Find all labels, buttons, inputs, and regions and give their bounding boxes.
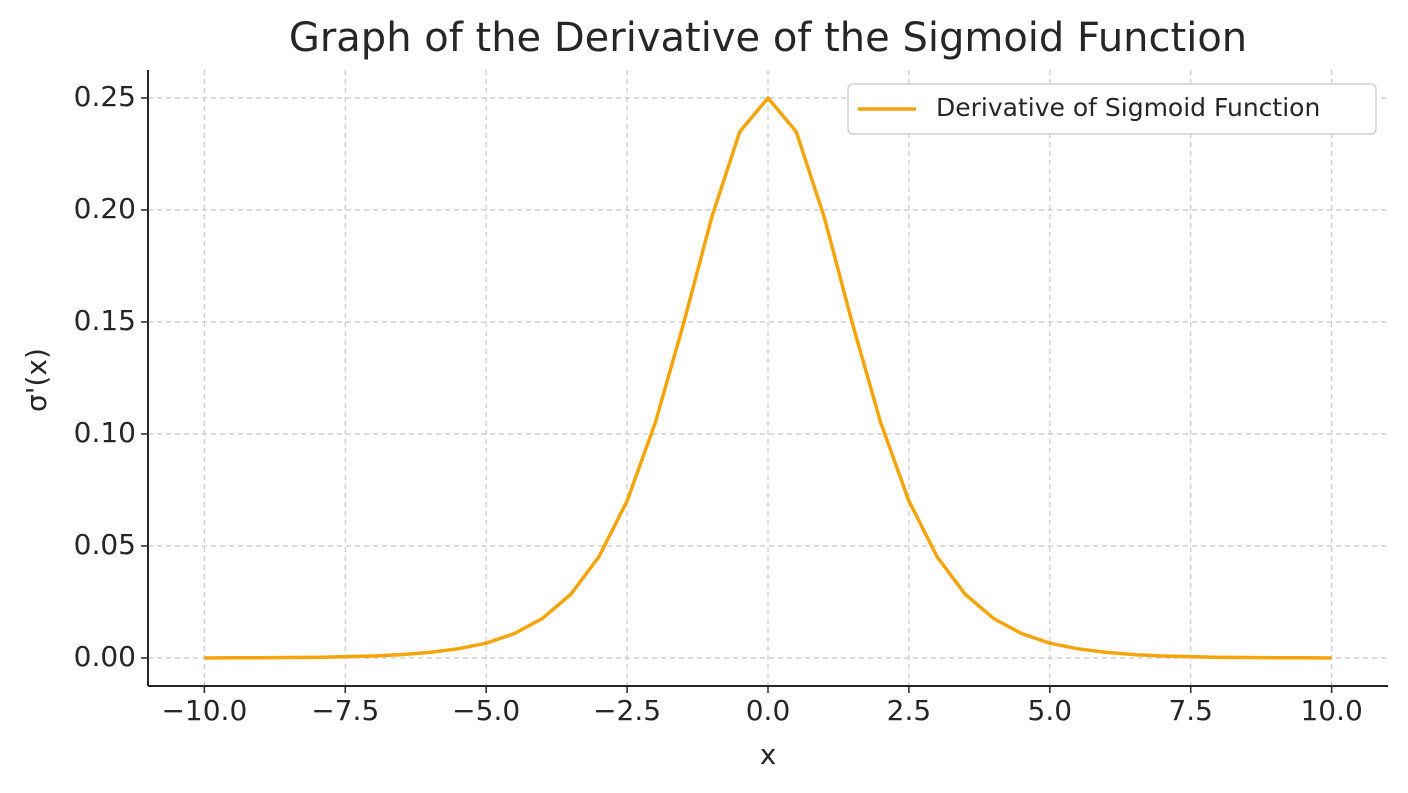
y-tick-label: 0.05 bbox=[74, 528, 136, 561]
y-tick-label: 0.15 bbox=[74, 304, 136, 337]
x-tick-label: −2.5 bbox=[593, 694, 661, 727]
x-tick-label: 7.5 bbox=[1168, 694, 1213, 727]
x-axis-label: x bbox=[760, 738, 777, 771]
y-tick-label: 0.00 bbox=[74, 640, 136, 673]
x-tick-label: −5.0 bbox=[452, 694, 520, 727]
x-tick-label: −10.0 bbox=[161, 694, 247, 727]
x-tick-label: 2.5 bbox=[887, 694, 932, 727]
legend-label: Derivative of Sigmoid Function bbox=[936, 93, 1320, 122]
chart-title: Graph of the Derivative of the Sigmoid F… bbox=[289, 15, 1247, 61]
x-tick-label: −7.5 bbox=[311, 694, 379, 727]
y-tick-label: 0.10 bbox=[74, 416, 136, 449]
legend-box bbox=[847, 83, 1377, 135]
y-tick-label: 0.20 bbox=[74, 192, 136, 225]
legend: Derivative of Sigmoid Function bbox=[847, 83, 1377, 135]
x-tick-label: 5.0 bbox=[1028, 694, 1073, 727]
y-axis-label: σ'(x) bbox=[20, 348, 53, 412]
data-line bbox=[204, 96, 1332, 660]
y-tick-label: 0.25 bbox=[74, 80, 136, 113]
x-tick-label: 0.0 bbox=[746, 694, 791, 727]
x-tick-label: 10.0 bbox=[1300, 694, 1362, 727]
